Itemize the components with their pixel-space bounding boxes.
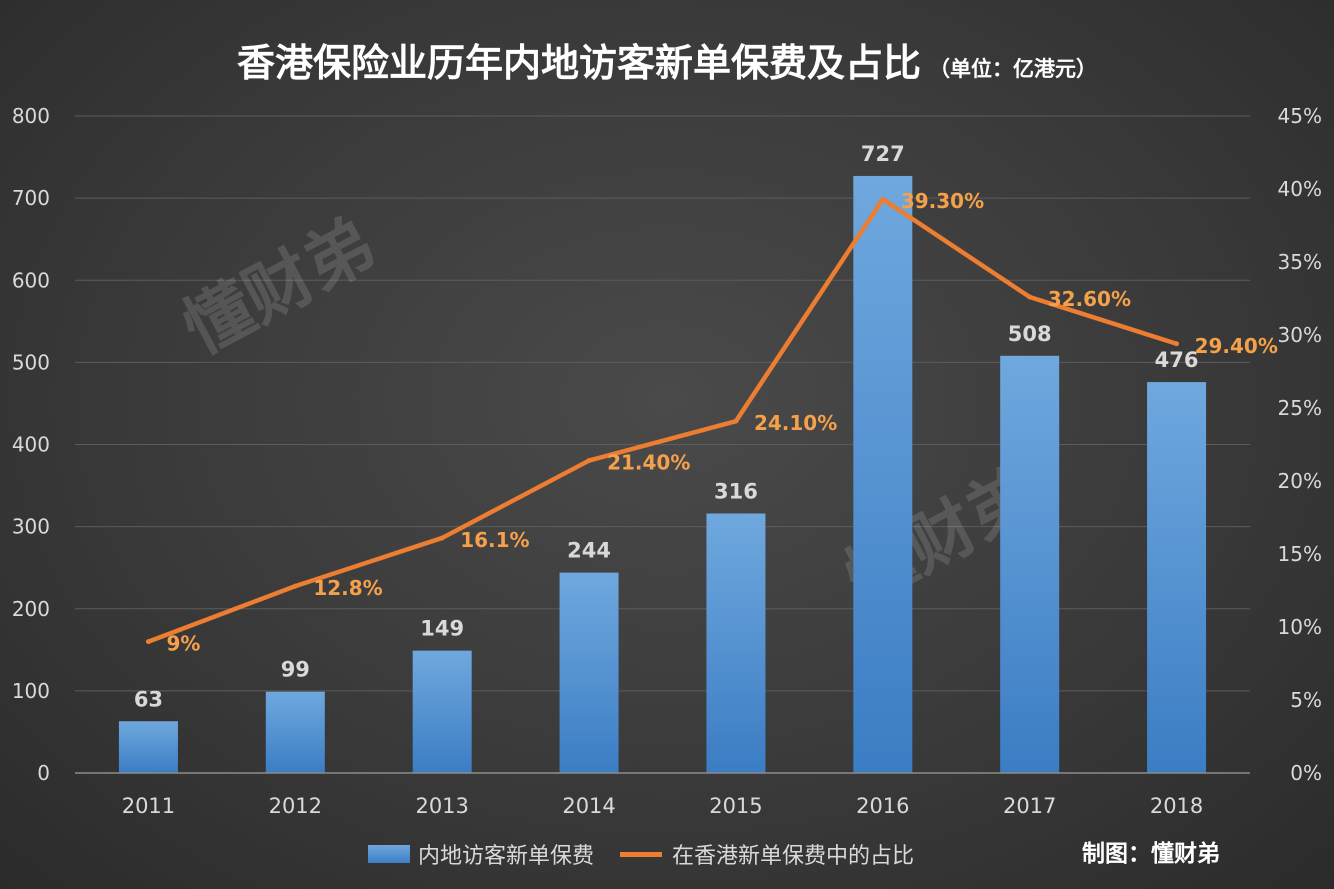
y-right-tick-label: 45%	[1278, 104, 1322, 128]
bar-value-label: 63	[134, 687, 163, 711]
y-right-tick-label: 25%	[1278, 396, 1322, 420]
line-point	[439, 535, 445, 541]
line-point	[1174, 341, 1180, 347]
x-tick-label: 2011	[122, 794, 175, 818]
x-tick-label: 2015	[709, 794, 762, 818]
y-left-tick-label: 100	[12, 679, 50, 703]
legend-item-bar: 内地访客新单保费	[368, 838, 594, 870]
line-value-label: 39.30%	[901, 189, 984, 213]
y-left-tick-label: 600	[12, 268, 50, 292]
bar-value-label: 316	[714, 479, 758, 503]
bar	[118, 721, 178, 773]
y-left-tick-label: 300	[12, 515, 50, 539]
line-value-label: 32.60%	[1048, 287, 1131, 311]
y-right-tick-label: 20%	[1278, 469, 1322, 493]
bar	[706, 513, 766, 773]
bar	[265, 691, 325, 773]
line-point	[586, 458, 592, 464]
y-right-tick-label: 5%	[1290, 688, 1322, 712]
bar	[412, 650, 472, 773]
line-point	[145, 639, 151, 645]
bar	[1147, 382, 1207, 773]
line-point	[1027, 294, 1033, 300]
gridlines	[75, 115, 1250, 774]
legend-line-swatch	[620, 851, 663, 857]
line-value-label: 16.1%	[460, 528, 529, 552]
x-tick-label: 2012	[269, 794, 322, 818]
y-right-tick-label: 35%	[1278, 250, 1322, 274]
chart-title-block: 香港保险业历年内地访客新单保费及占比 （单位：亿港元）	[0, 32, 1334, 87]
axes: 0 100 200 300 400 500 600 700 800 0% 5% 10% 15% 20% 25…	[12, 104, 1322, 818]
bar-value-label: 244	[567, 539, 611, 563]
bar-series	[118, 175, 1207, 774]
bar	[1000, 355, 1060, 773]
y-right-tick-label: 10%	[1278, 615, 1322, 639]
legend-bar-label: 内地访客新单保费	[418, 844, 595, 869]
line-series	[145, 196, 1180, 645]
x-tick-label: 2016	[856, 794, 909, 818]
y-left-tick-label: 400	[12, 433, 50, 457]
data-labels: 63 99 149 244 316 727 508 476 9% 12.8% 16.1% 21.40%…	[134, 142, 1278, 711]
bar-value-label: 727	[861, 142, 905, 166]
x-tick-label: 2013	[415, 794, 468, 818]
legend-bar-swatch	[368, 845, 410, 863]
y-right-tick-label: 40%	[1278, 177, 1322, 201]
legend: 内地访客新单保费 在香港新单保费中的占比	[368, 838, 940, 870]
y-left-tick-label: 200	[12, 597, 50, 621]
chart-title: 香港保险业历年内地访客新单保费及占比	[236, 41, 921, 85]
chart-subtitle: （单位：亿港元）	[929, 57, 1097, 81]
y-left-tick-label: 700	[12, 186, 50, 210]
x-tick-label: 2017	[1003, 794, 1056, 818]
y-right-tick-label: 30%	[1278, 323, 1322, 347]
line-path	[146, 196, 1179, 644]
bar	[853, 175, 913, 774]
y-right-tick-label: 0%	[1290, 761, 1322, 785]
watermark-text: 懂财弟	[171, 204, 388, 370]
line-value-label: 29.40%	[1195, 334, 1278, 358]
bar-value-label: 149	[420, 617, 464, 641]
credit-text: 制图：懂财弟	[1082, 841, 1220, 867]
line-value-label: 12.8%	[313, 576, 382, 600]
bar-value-label: 476	[1155, 348, 1199, 372]
bar	[559, 572, 619, 773]
line-point	[880, 196, 886, 202]
x-tick-label: 2014	[562, 794, 615, 818]
bar-value-label: 508	[1008, 322, 1052, 346]
line-point	[733, 418, 739, 424]
x-tick-label: 2018	[1150, 794, 1203, 818]
y-right-tick-label: 15%	[1278, 542, 1322, 566]
line-value-label: 21.40%	[607, 451, 690, 475]
y-left-tick-label: 800	[12, 104, 50, 128]
line-point	[292, 583, 298, 589]
line-value-label: 9%	[166, 632, 200, 656]
y-left-tick-label: 500	[12, 350, 50, 374]
legend-item-line: 在香港新单保费中的占比	[620, 838, 914, 870]
line-value-label: 24.10%	[754, 411, 837, 435]
legend-line-label: 在香港新单保费中的占比	[672, 844, 915, 869]
y-left-tick-label: 0	[37, 761, 50, 785]
bar-value-label: 99	[281, 658, 310, 682]
